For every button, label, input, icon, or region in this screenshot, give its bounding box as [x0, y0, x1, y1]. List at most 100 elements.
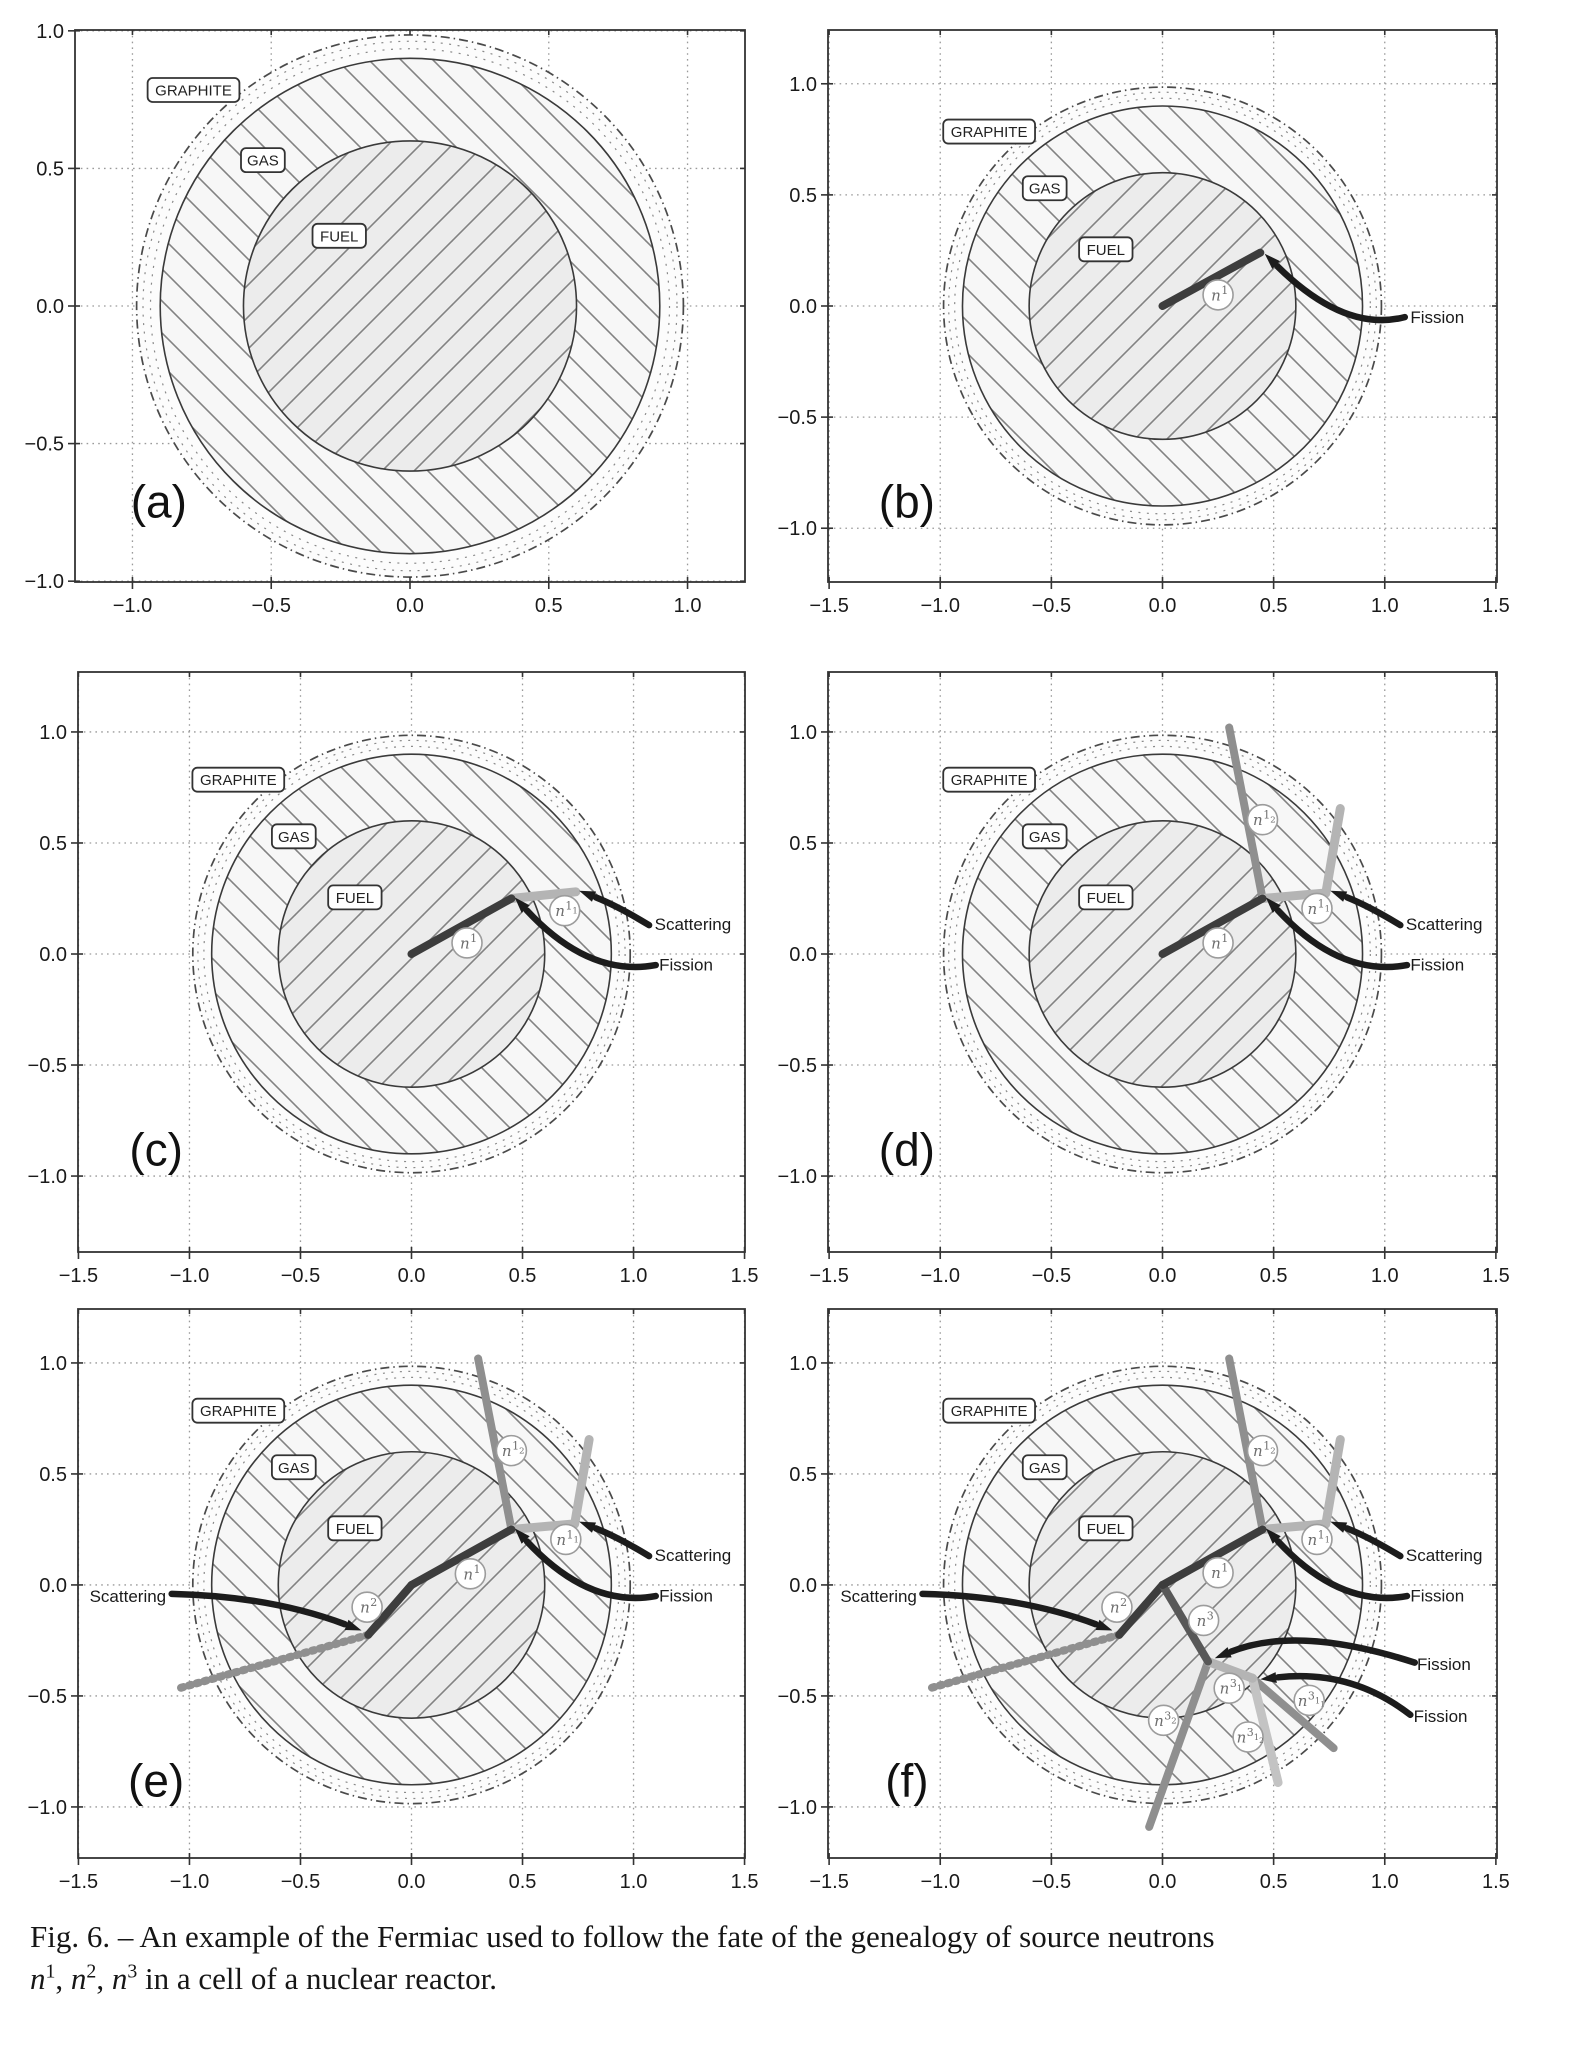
- annotation-label-scattering: Scattering: [655, 1546, 732, 1565]
- x-tick-label: −0.5: [281, 1871, 320, 1893]
- neutron-n31: n31: [1213, 1672, 1245, 1704]
- svg-text:n312: n312: [1237, 1726, 1264, 1747]
- y-tick-label: 1.0: [789, 74, 817, 96]
- x-tick-label: 1.5: [1482, 1871, 1510, 1893]
- y-tick-label: 0.5: [789, 1464, 817, 1486]
- tick-marks: [821, 672, 1497, 1259]
- graphite-region: [191, 1365, 632, 1805]
- y-tick-label: −1.0: [28, 1797, 67, 1819]
- tick-marks: [71, 672, 746, 1259]
- x-tick-label: 0.0: [398, 1871, 426, 1893]
- graphite-outer-boundary: [942, 734, 1383, 1174]
- trajectory-dark: [407, 894, 516, 959]
- trajectory-light: [1258, 1435, 1345, 1534]
- y-tick-label: −1.0: [778, 1166, 817, 1188]
- panel-letter-f: (f): [885, 1754, 928, 1806]
- fuel-boundary: [1028, 171, 1297, 441]
- gas-region: [961, 105, 1364, 507]
- y-tick-label: −0.5: [778, 1686, 817, 1708]
- svg-text:n12: n12: [502, 1440, 525, 1461]
- svg-text:GRAPHITE: GRAPHITE: [951, 1403, 1028, 1420]
- y-tick-label: 1.0: [36, 21, 64, 43]
- svg-text:FUEL: FUEL: [320, 228, 358, 245]
- y-tick-label: 0.0: [39, 944, 67, 966]
- region-label-graphite: GRAPHITE: [191, 1397, 286, 1424]
- arrow-fission: [514, 897, 659, 971]
- x-tick-label: 0.0: [1149, 1871, 1177, 1893]
- trajectory-dark3: [1158, 1580, 1213, 1666]
- svg-text:n12: n12: [1253, 809, 1276, 830]
- svg-text:GAS: GAS: [1029, 829, 1061, 846]
- x-tick-label: 0.0: [1149, 1265, 1177, 1287]
- tick-marks: [821, 30, 1497, 589]
- graphite-texture: [954, 1376, 1371, 1794]
- y-tick-label: −1.0: [28, 1166, 67, 1188]
- caption-math-i: n: [70, 1961, 87, 1996]
- neutron-n1: n1: [451, 927, 483, 959]
- trajectory-med: [1225, 723, 1267, 903]
- gas-region: [210, 1384, 613, 1786]
- region-label-fuel: FUEL: [327, 884, 383, 911]
- svg-text:GAS: GAS: [1029, 1460, 1061, 1477]
- svg-text:n2: n2: [360, 1596, 377, 1617]
- neutron-n11: n11: [550, 1523, 582, 1556]
- y-tick-label: −0.5: [28, 1055, 67, 1077]
- neutron-n1: n1: [454, 1558, 487, 1590]
- caption-math-t: ,: [55, 1961, 71, 1996]
- panel-e: GRAPHITE GAS FUEL Scattering Fission Scatteri…: [28, 1308, 758, 1893]
- region-label-graphite: GRAPHITE: [942, 766, 1036, 793]
- y-tick-label: 0.0: [36, 296, 64, 318]
- graphite-texture: [954, 97, 1371, 515]
- graphite-texture: [948, 91, 1377, 521]
- svg-text:n311: n311: [1298, 1689, 1325, 1710]
- y-tick-label: 0.5: [39, 833, 67, 855]
- panel-letter-b: (b): [879, 476, 935, 528]
- panel-letter-d: (d): [879, 1123, 935, 1175]
- neutron-n11: n11: [1301, 892, 1333, 925]
- trajectory-med: [1225, 1354, 1267, 1534]
- graphite-outer-boundary: [191, 1365, 632, 1805]
- caption-math-i: n: [30, 1961, 46, 1996]
- x-tick-label: −1.0: [113, 595, 152, 617]
- region-label-gas: GAS: [271, 1454, 317, 1481]
- x-tick-label: 0.0: [396, 595, 424, 617]
- region-label-graphite: GRAPHITE: [146, 77, 241, 103]
- gas-boundary: [210, 753, 613, 1155]
- fuel-boundary: [242, 140, 578, 472]
- x-tick-label: 0.5: [535, 595, 563, 617]
- x-tick-label: 1.0: [674, 595, 702, 617]
- region-label-gas: GAS: [271, 823, 317, 850]
- trajectory-light: [1258, 804, 1345, 903]
- fuel-boundary: [277, 1450, 546, 1719]
- x-tick-label: 1.0: [1371, 1871, 1399, 1893]
- caption-math-sup: 2: [86, 1960, 97, 1983]
- x-tick-label: −1.5: [809, 1265, 848, 1287]
- panel-a: GRAPHITE GAS FUEL −1.0 −0.5 0.0 0.5 1.0 −1.0 −0.5…: [25, 21, 746, 617]
- trajectory-meddot: [175, 1630, 373, 1693]
- graphite-region: [942, 86, 1383, 526]
- x-tick-label: −0.5: [1032, 595, 1071, 617]
- y-tick-label: −0.5: [778, 1055, 817, 1077]
- svg-text:FUEL: FUEL: [1087, 890, 1125, 907]
- caption-math-t: in a cell of a nuclear reactor.: [137, 1961, 498, 1996]
- graphite-texture: [142, 40, 678, 572]
- gas-region: [159, 57, 661, 555]
- panel-f: GRAPHITE GAS FUEL Scattering Fission Scatteri…: [778, 1308, 1510, 1893]
- gas-boundary: [210, 1384, 613, 1786]
- region-label-fuel: FUEL: [1078, 1515, 1134, 1542]
- y-tick-label: 0.5: [789, 833, 817, 855]
- svg-text:n11: n11: [1307, 897, 1330, 918]
- figure-caption: Fig. 6. – An example of the Fermiac used…: [30, 1916, 1530, 2000]
- graphite-outer-boundary: [191, 734, 632, 1174]
- y-tick-label: 0.0: [39, 1575, 67, 1597]
- annotation-label-fission: Fission: [1410, 308, 1464, 327]
- svg-text:GRAPHITE: GRAPHITE: [200, 1403, 277, 1420]
- annotation-label-fission: Fission: [1410, 956, 1464, 975]
- region-label-gas: GAS: [1021, 1454, 1068, 1481]
- annotation-label-scattering: Scattering: [1406, 1546, 1483, 1565]
- y-tick-label: 0.5: [36, 158, 64, 180]
- trajectory-light: [1203, 1657, 1258, 1683]
- annotation-label-fission: Fission: [1410, 1587, 1464, 1606]
- x-tick-label: −0.5: [281, 1265, 320, 1287]
